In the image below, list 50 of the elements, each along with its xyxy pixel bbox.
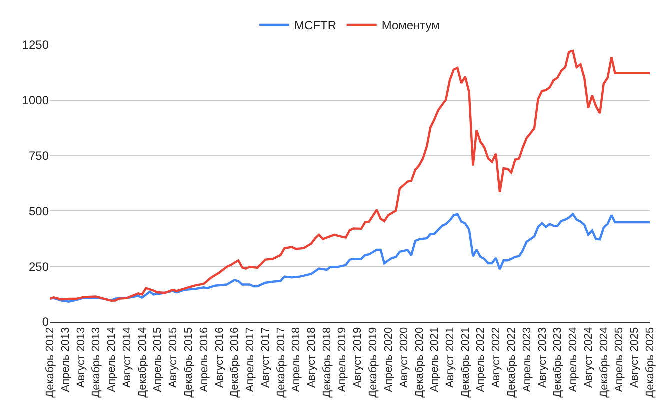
x-tick-label: Апрель 2015 [152,327,164,392]
x-tick-label: Декабрь 2012 [44,327,57,398]
x-tick-label: Апрель 2024 [568,327,580,392]
x-tick-label: Декабрь 2019 [368,327,380,398]
x-tick-label: Апрель 2019 [336,327,349,392]
x-tick-label: Август 2025 [629,327,642,388]
x-tick-label: Декабрь 2024 [598,327,610,398]
legend-label: MCFTR [294,18,337,33]
x-tick-label: Декабрь 2025 [644,327,657,398]
x-tick-label: Апрель 2021 [429,327,442,392]
x-tick-label: Апрель 2022 [475,327,488,392]
x-tick-label: Август 2017 [260,327,272,388]
x-tick-label: Апрель 2013 [60,327,72,392]
x-tick-label: Август 2021 [444,327,457,388]
x-tick-label: Август 2014 [121,327,134,388]
x-tick-label: Декабрь 2018 [321,327,334,398]
x-tick-label: Декабрь 2021 [460,327,472,398]
x-tick-label: Декабрь 2017 [275,327,288,398]
x-tick-label: Декабрь 2016 [229,327,242,398]
x-tick-label: Август 2018 [306,327,318,388]
x-tick-label: Декабрь 2023 [552,327,564,398]
y-tick-label: 250 [28,260,50,274]
x-tick-label: Декабрь 2013 [90,327,103,398]
x-tick-label: Август 2024 [583,327,596,388]
x-tick-label: Апрель 2017 [244,327,256,392]
x-tick-label: Апрель 2018 [290,327,303,392]
legend-label: Моментум [382,18,440,33]
x-tick-label: Август 2019 [352,327,364,388]
x-tick-label: Апрель 2025 [614,327,626,392]
line-series [50,50,650,302]
y-tick-label: 500 [28,204,50,218]
x-tick-label: Август 2016 [214,327,226,388]
x-tick-label: Август 2022 [490,327,503,388]
y-tick-label: 1000 [22,94,50,108]
x-tick-label: Апрель 2016 [198,327,210,392]
x-tick-label: Декабрь 2015 [182,327,195,398]
x-tick-label: Апрель 2014 [106,327,118,392]
line-series [50,213,650,303]
y-tick-label: 0 [42,315,50,330]
x-tick-label: Декабрь 2014 [136,327,149,398]
x-tick-label: Август 2013 [75,327,88,388]
y-tick-label: 750 [28,149,50,163]
x-tick-label: Апрель 2023 [521,327,534,392]
x-tick-label: Апрель 2020 [382,327,395,392]
x-tick-label: Декабрь 2022 [506,327,518,398]
x-tick-label: Август 2020 [398,327,410,388]
y-tick-label: 1250 [22,38,50,52]
x-tick-label: Август 2023 [536,327,549,388]
x-tick-label: Август 2015 [168,327,180,388]
x-tick-label: Декабрь 2020 [414,327,426,398]
